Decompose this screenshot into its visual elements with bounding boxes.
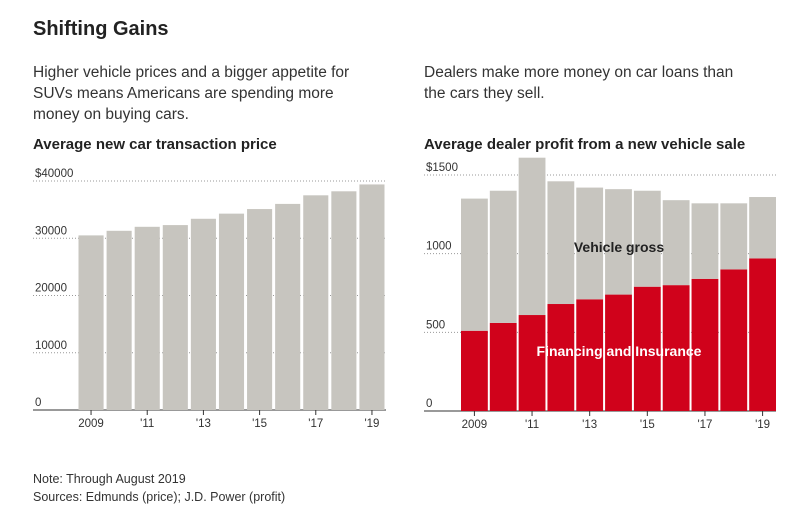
x-tick-label: '11 bbox=[140, 418, 154, 430]
x-tick-label: '19 bbox=[364, 418, 379, 430]
vehicle-gross-bar bbox=[518, 157, 546, 316]
vehicle-gross-bar bbox=[461, 198, 488, 331]
price-bar bbox=[359, 184, 385, 410]
price-bar bbox=[106, 230, 132, 410]
financing-bar bbox=[576, 299, 604, 411]
financing-bar bbox=[720, 269, 748, 411]
vehicle-gross-bar bbox=[489, 190, 517, 323]
price-bar bbox=[331, 191, 357, 410]
x-tick-label: 2009 bbox=[462, 419, 488, 431]
x-tick-label: 2009 bbox=[78, 418, 104, 430]
price-bar bbox=[247, 209, 273, 410]
y-tick-label: 0 bbox=[426, 398, 432, 410]
vehicle-gross-bar bbox=[749, 197, 776, 259]
vehicle-gross-bar bbox=[691, 203, 719, 279]
note-text: Note: Through August 2019 bbox=[33, 472, 186, 486]
financing-bar bbox=[489, 322, 517, 411]
vehicle-gross-bar bbox=[576, 187, 604, 300]
x-tick-label: '11 bbox=[525, 419, 539, 431]
y-tick-label: 30000 bbox=[35, 225, 67, 237]
financing-bar bbox=[605, 294, 632, 411]
y-tick-label: $40000 bbox=[35, 168, 73, 180]
financing-bar bbox=[461, 330, 488, 411]
x-tick-label: '17 bbox=[697, 419, 712, 431]
y-tick-label: 20000 bbox=[35, 283, 67, 295]
price-bar bbox=[275, 203, 301, 410]
vehicle-gross-bar bbox=[547, 181, 575, 305]
x-tick-label: '13 bbox=[582, 419, 597, 431]
price-bar bbox=[78, 235, 104, 410]
price-bar bbox=[190, 218, 216, 410]
y-tick-label: 0 bbox=[35, 397, 41, 409]
price-bar bbox=[303, 195, 329, 410]
right-chart-description: Dealers make more money on car loans tha… bbox=[424, 64, 734, 102]
vehicle-gross-label: Vehicle gross bbox=[574, 239, 664, 255]
price-bar bbox=[218, 213, 245, 410]
y-tick-label: $1500 bbox=[426, 162, 458, 174]
x-tick-label: '17 bbox=[308, 418, 323, 430]
financing-label: Financing and Insurance bbox=[537, 343, 702, 359]
vehicle-gross-bar bbox=[720, 203, 748, 270]
financing-bar bbox=[547, 304, 575, 411]
dealer-profit-chart: 0 500 1000 $1500 2009 '11 '13 '15 '17 '19 Vehicle … bbox=[424, 157, 776, 431]
x-tick-label: '13 bbox=[196, 418, 211, 430]
transaction-price-chart-title: Average new car transaction price bbox=[33, 136, 277, 153]
left-chart-description: Higher vehicle prices and a bigger appet… bbox=[33, 64, 350, 123]
y-tick-label: 500 bbox=[426, 319, 445, 331]
x-tick-label: '15 bbox=[252, 418, 267, 430]
y-tick-label: 10000 bbox=[35, 340, 67, 352]
vehicle-gross-bar bbox=[662, 200, 690, 286]
x-tick-label: '19 bbox=[755, 419, 770, 431]
financing-bar bbox=[633, 286, 661, 411]
price-bar bbox=[162, 225, 188, 410]
transaction-price-chart: 0 10000 20000 30000 $40000 2009 '11 '13 '15 '17 '1… bbox=[33, 168, 386, 430]
y-tick-label: 1000 bbox=[426, 241, 452, 253]
financing-bar bbox=[749, 258, 776, 411]
dealer-profit-chart-title: Average dealer profit from a new vehicle… bbox=[424, 136, 746, 153]
vehicle-gross-bar bbox=[633, 190, 661, 287]
sources-text: Sources: Edmunds (price); J.D. Power (pr… bbox=[33, 490, 286, 504]
financing-bar bbox=[691, 278, 719, 411]
page-title: Shifting Gains bbox=[33, 18, 169, 40]
vehicle-gross-bar bbox=[605, 189, 632, 295]
financing-bar bbox=[662, 285, 690, 411]
x-tick-label: '15 bbox=[640, 419, 655, 431]
price-bar bbox=[134, 226, 160, 410]
financing-bar bbox=[518, 315, 546, 411]
